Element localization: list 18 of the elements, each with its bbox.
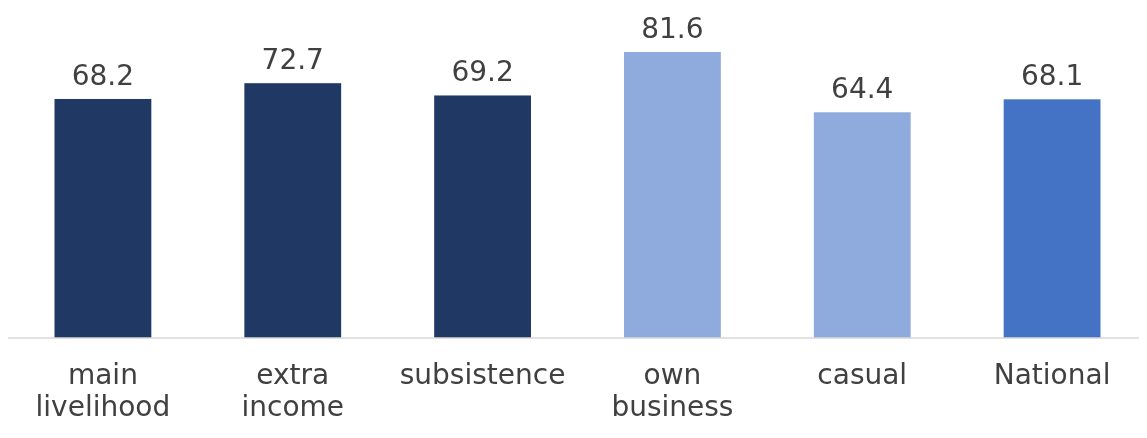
bar xyxy=(244,83,342,338)
x-tick-label: main livelihood xyxy=(35,358,171,423)
data-label: 72.7 xyxy=(261,43,324,77)
x-tick-label: extra income xyxy=(241,358,345,423)
x-tick-label: casual xyxy=(817,358,908,391)
x-tick-label: subsistence xyxy=(399,358,566,391)
bar xyxy=(54,98,152,338)
bar xyxy=(1003,99,1101,338)
x-tick-label: National xyxy=(993,358,1111,391)
data-label: 68.1 xyxy=(1020,59,1084,93)
data-label: 68.2 xyxy=(71,58,135,92)
data-label: 69.2 xyxy=(451,55,514,89)
bar xyxy=(624,52,721,338)
bar xyxy=(813,112,911,338)
data-label: 64.4 xyxy=(831,72,894,106)
x-tick-label: own business xyxy=(611,358,734,423)
bar xyxy=(434,95,531,338)
data-label: 81.6 xyxy=(641,12,704,45)
